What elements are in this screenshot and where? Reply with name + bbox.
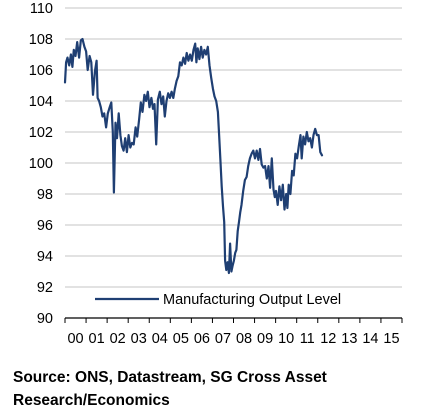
legend: Manufacturing Output Level: [95, 292, 341, 308]
x-tick-label: 10: [278, 331, 294, 347]
x-tick-label: 14: [362, 331, 378, 347]
x-tick-label: 00: [67, 331, 83, 347]
x-tick-label: 05: [173, 331, 189, 347]
series-group: [63, 37, 324, 275]
x-tick-label: 08: [236, 331, 252, 347]
series-line-manufacturing-output: [63, 37, 324, 275]
y-tick-label: 90: [37, 311, 53, 327]
y-tick-label: 104: [29, 94, 53, 110]
y-tick-label: 96: [37, 218, 53, 234]
y-tick-label: 110: [30, 1, 53, 17]
y-tick-label: 106: [29, 63, 53, 79]
x-tick-label: 03: [131, 331, 147, 347]
y-tick-label: 98: [37, 187, 53, 203]
x-tick-label: 11: [300, 331, 315, 347]
x-axis-tick-labels: 00 01 02 03 04 05 06 07 08 09 10 11 12 13 14 15: [64, 318, 403, 347]
x-tick-label: 09: [257, 331, 273, 347]
source-line-1: Source: ONS, Datastream, SG Cross Asset: [13, 369, 327, 386]
x-tick-label: 07: [215, 331, 231, 347]
y-axis-tick-labels: 90 92 94 96 98 100 102 104 106 108 110: [29, 1, 53, 327]
x-tick-label: 13: [341, 331, 357, 347]
y-tick-label: 100: [29, 156, 53, 172]
source-note: Source: ONS, Datastream, SG Cross Asset …: [13, 366, 413, 412]
y-tick-label: 92: [37, 280, 53, 296]
x-tick-label: 12: [320, 331, 336, 347]
y-tick-label: 102: [29, 125, 53, 141]
x-tick-label: 06: [194, 331, 210, 347]
y-tick-label: 108: [29, 32, 53, 48]
x-tick-label: 04: [152, 331, 168, 347]
x-tick-label: 01: [89, 331, 105, 347]
x-tick-label: 15: [383, 331, 399, 347]
legend-label: Manufacturing Output Level: [163, 292, 341, 308]
source-line-2: Research/Economics: [13, 392, 170, 409]
x-tick-label: 02: [110, 331, 126, 347]
y-tick-label: 94: [37, 249, 53, 265]
